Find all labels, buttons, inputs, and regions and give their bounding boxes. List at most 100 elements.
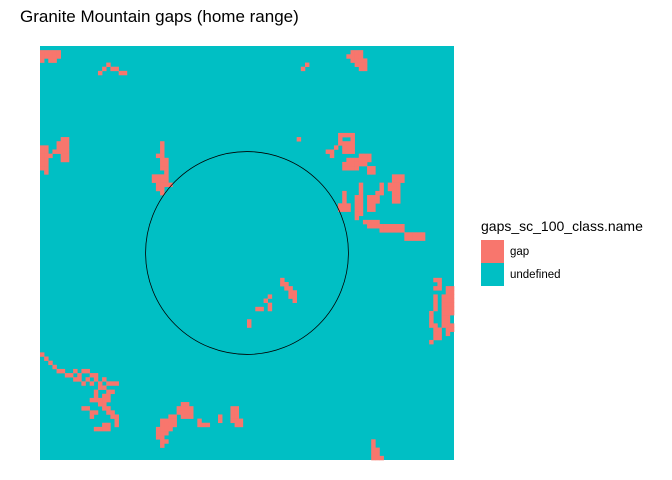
gap-cell — [429, 323, 434, 328]
gap-cell — [371, 170, 376, 175]
gap-cell — [358, 182, 364, 188]
gap-cell — [350, 161, 355, 167]
gap-cell — [164, 161, 169, 167]
gap-cell — [160, 161, 165, 167]
gap-cell — [60, 157, 66, 163]
gap-cell — [408, 236, 413, 241]
gap-cell — [445, 310, 451, 316]
gap-cell — [89, 414, 95, 419]
gap-cell — [44, 149, 49, 154]
gap-cell — [280, 281, 285, 287]
gap-cell — [68, 373, 74, 378]
gap-cell — [106, 406, 111, 411]
gap-cell — [106, 426, 111, 432]
gap-cell — [350, 157, 355, 163]
legend-swatch-gap — [481, 240, 504, 263]
gap-cell — [433, 277, 438, 283]
gap-cell — [346, 161, 351, 167]
gap-cell — [114, 414, 119, 419]
gap-cell — [230, 414, 235, 419]
gap-cell — [371, 203, 376, 208]
gap-cell — [292, 298, 297, 303]
gap-cell — [106, 422, 111, 428]
gap-cell — [44, 166, 49, 171]
gap-cell — [110, 381, 115, 386]
gap-cell — [358, 153, 364, 159]
gap-cell — [164, 157, 169, 163]
gap-cell — [437, 281, 442, 287]
gap-cell — [164, 166, 169, 171]
gap-cell — [97, 70, 103, 76]
gap-cell — [433, 331, 438, 337]
gap-cell — [102, 422, 107, 428]
gap-cell — [151, 178, 157, 183]
gap-cell — [338, 203, 343, 208]
gap-cell — [114, 66, 119, 72]
gap-cell — [60, 368, 66, 374]
gap-cell — [346, 141, 351, 146]
gap-cell — [89, 397, 95, 403]
gap-cell — [445, 302, 451, 308]
gap-cell — [288, 286, 293, 291]
gap-cell — [396, 174, 401, 179]
gap-cell — [325, 149, 331, 154]
gap-cell — [358, 199, 364, 204]
gap-cell — [391, 199, 397, 204]
gap-cell — [304, 62, 310, 67]
gap-cell — [437, 327, 442, 332]
gap-cell — [346, 145, 351, 150]
gap-cell — [164, 178, 169, 183]
gap-cell — [346, 157, 351, 163]
gap-cell — [160, 182, 165, 188]
gap-cell — [238, 418, 244, 424]
gap-cell — [234, 422, 240, 428]
gap-cell — [433, 298, 438, 303]
gap-cell — [102, 377, 107, 382]
gap-cell — [371, 195, 376, 200]
gap-cell — [441, 310, 447, 316]
gap-cell — [379, 182, 384, 188]
gap-cell — [367, 203, 372, 208]
gap-cell — [48, 54, 53, 59]
gap-cell — [433, 294, 438, 299]
gap-cell — [358, 157, 364, 163]
gap-cell — [338, 141, 343, 146]
gap-cell — [155, 435, 161, 440]
gap-cell — [160, 426, 165, 432]
gap-cell — [172, 418, 177, 424]
gap-cell — [160, 190, 165, 196]
gap-cell — [168, 418, 173, 424]
gap-cell — [412, 236, 418, 241]
gap-cell — [160, 443, 165, 448]
gap-cell — [288, 294, 293, 299]
gap-cell — [160, 141, 165, 146]
gap-cell — [342, 161, 347, 167]
legend-label-undefined: undefined — [510, 268, 561, 281]
gap-cell — [358, 66, 364, 72]
gap-cell — [160, 153, 165, 159]
gap-cell — [371, 443, 376, 448]
gap-cell — [164, 174, 169, 179]
gap-cell — [358, 190, 364, 196]
gap-cell — [350, 132, 355, 138]
gap-cell — [85, 377, 90, 382]
gap-cell — [230, 418, 235, 424]
gap-cell — [358, 58, 364, 63]
gap-cell — [93, 410, 99, 415]
gap-cell — [362, 161, 368, 167]
gap-cell — [102, 402, 107, 407]
gap-cell — [433, 302, 438, 308]
gap-cell — [160, 439, 165, 444]
gap-cell — [284, 286, 289, 291]
gap-cell — [267, 294, 273, 299]
gap-cell — [391, 174, 397, 179]
gap-cell — [408, 232, 413, 237]
gap-cell — [102, 397, 107, 403]
gap-cell — [234, 406, 240, 411]
gap-cell — [342, 190, 347, 196]
gap-cell — [110, 414, 115, 419]
gap-cell — [44, 145, 49, 150]
gap-cell — [106, 410, 111, 415]
gap-cell — [441, 319, 447, 324]
